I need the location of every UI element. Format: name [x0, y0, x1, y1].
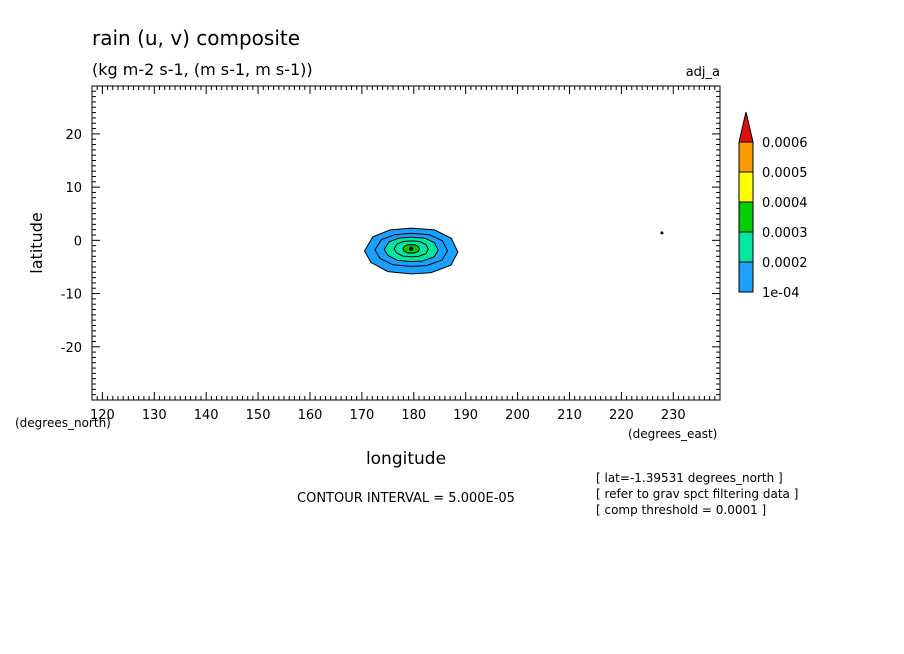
x-tick-label: 170 [349, 408, 374, 423]
y-tick-label: 10 [65, 181, 82, 196]
chart-subtitle: (kg m-2 s-1, (m s-1, m s-1)) [92, 60, 313, 79]
colorbar-label: 0.0003 [762, 226, 808, 241]
contour-layer [363, 227, 459, 275]
plot-frame [91, 85, 721, 401]
x-tick-label: 180 [401, 408, 426, 423]
colorbar-swatch [738, 201, 754, 233]
dataset-tag: adj_a [686, 65, 720, 80]
colorbar-swatch [738, 141, 754, 173]
colorbar-swatch [738, 261, 754, 293]
y-axis-label: latitude [27, 212, 46, 273]
y-tick-label: -20 [61, 341, 82, 356]
x-tick-label: 140 [194, 408, 219, 423]
x-tick-label: 130 [142, 408, 167, 423]
y-axis-unit: (degrees_north) [15, 416, 111, 430]
colorbar-label: 0.0004 [762, 196, 808, 211]
x-tick-label: 190 [453, 408, 478, 423]
x-tick-label: 220 [609, 408, 634, 423]
colorbar-label: 0.0002 [762, 256, 808, 271]
contour-interval-text: CONTOUR INTERVAL = 5.000E-05 [297, 491, 515, 506]
x-tick-label: 210 [557, 408, 582, 423]
point-marker-layer [660, 231, 664, 235]
colorbar-swatch [738, 171, 754, 203]
colorbar-label: 0.0005 [762, 166, 808, 181]
colorbar-arrow-top [738, 111, 754, 143]
note-threshold: [ comp threshold = 0.0001 ] [596, 503, 766, 517]
y-tick-label: 0 [74, 234, 82, 249]
x-tick-label: 160 [298, 408, 323, 423]
note-filtering: [ refer to grav spct filtering data ] [596, 487, 798, 501]
y-tick-label: -10 [61, 288, 82, 303]
colorbar: 0.0006 0.0005 0.0004 0.0003 0.0002 1e-04 [738, 111, 808, 301]
x-axis-ticks: 120 130 140 150 160 170 180 190 200 210 220 230 [90, 86, 721, 423]
x-tick-label: 120 [90, 408, 115, 423]
colorbar-label: 0.0006 [762, 136, 808, 151]
x-axis-unit: (degrees_east) [628, 427, 717, 441]
y-axis-ticks: -20 -10 0 10 20 [61, 85, 720, 401]
x-tick-label: 230 [661, 408, 686, 423]
chart-title: rain (u, v) composite [92, 26, 300, 50]
colorbar-label: 1e-04 [762, 286, 800, 301]
x-tick-label: 200 [505, 408, 530, 423]
x-tick-label: 150 [246, 408, 271, 423]
note-latitude: [ lat=-1.39531 degrees_north ] [596, 471, 783, 485]
x-axis-label: longitude [366, 449, 446, 469]
colorbar-swatch [738, 231, 754, 263]
isolated-point-marker [660, 231, 664, 235]
y-tick-label: 20 [65, 128, 82, 143]
contour-max-point [408, 246, 414, 252]
